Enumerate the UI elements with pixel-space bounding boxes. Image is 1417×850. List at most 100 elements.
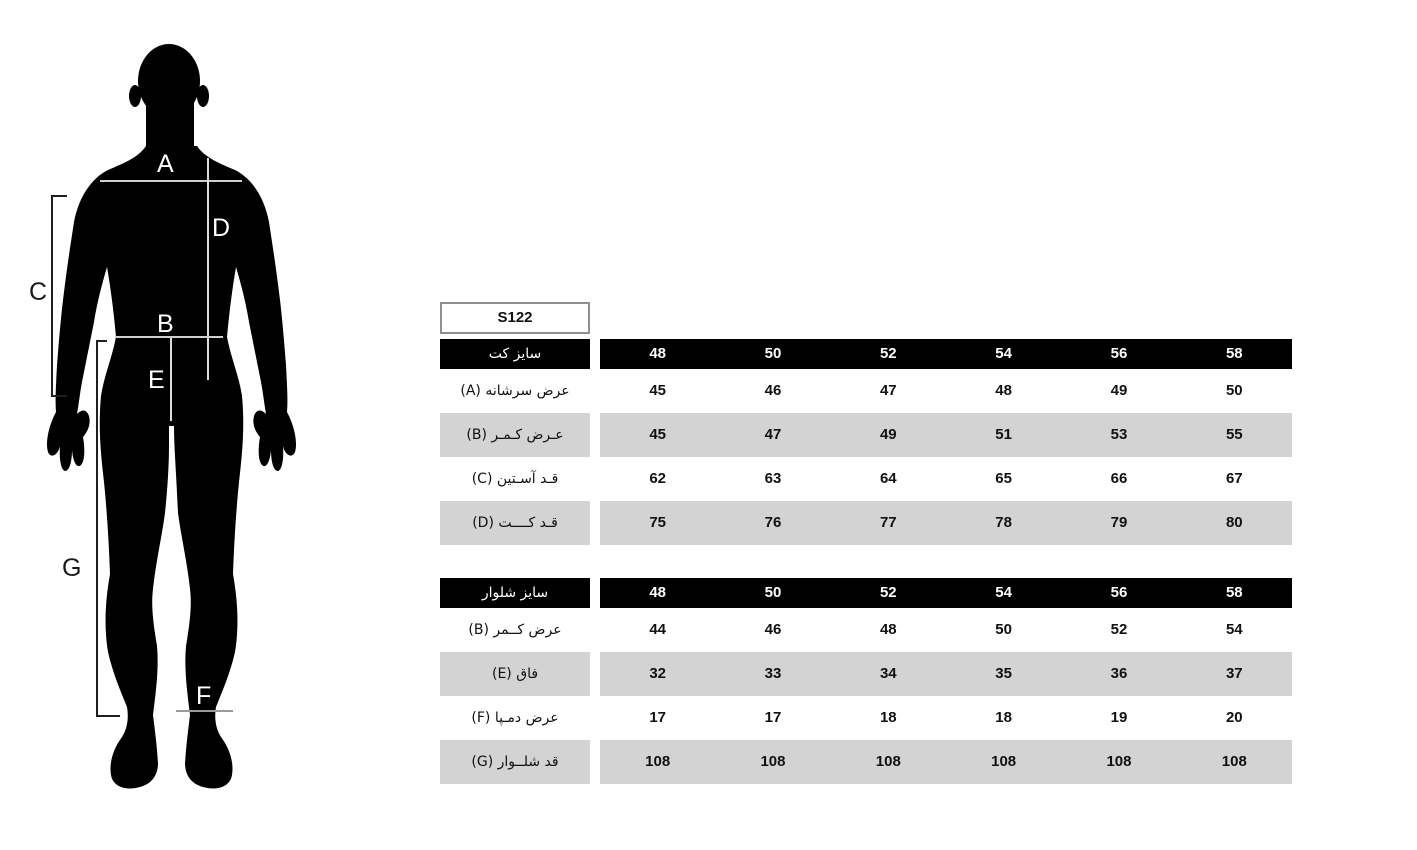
size-value: 47: [879, 382, 897, 399]
size-value: 52: [1110, 621, 1128, 638]
pants-row-pants-length: 108 108 108 108 108 108: [600, 740, 1292, 784]
size-value: 53: [1110, 426, 1128, 443]
size-value: 32: [649, 665, 666, 682]
size-value: 79: [1110, 514, 1128, 531]
jacket-table-title: سایز کت: [440, 339, 590, 369]
size-value: 65: [995, 470, 1012, 487]
size-value: 33: [764, 665, 782, 682]
size-value: 108: [875, 753, 901, 770]
size-value: 45: [649, 426, 666, 443]
jacket-row-shoulder-width: 45 46 47 48 49 50: [600, 369, 1292, 413]
jacket-row-label-shoulder-width: عرض سرشانه (A): [460, 383, 570, 399]
size-value: 44: [649, 621, 666, 638]
size-value: 37: [1225, 665, 1243, 682]
neck: [146, 96, 194, 152]
measure-label-b: B: [157, 310, 174, 338]
size-value: 20: [1225, 709, 1243, 726]
body-measurement-diagram: A D C B E G F: [29, 44, 297, 789]
pants-size-header: 48: [649, 584, 666, 601]
size-value: 51: [995, 426, 1012, 443]
jacket-size-header: 56: [1110, 345, 1128, 362]
size-value: 78: [995, 514, 1012, 531]
jacket-size-header: 58: [1225, 345, 1243, 362]
size-value: 48: [995, 382, 1012, 399]
size-value: 108: [760, 753, 786, 770]
measure-bracket-c: [51, 195, 67, 397]
size-value: 18: [879, 709, 897, 726]
size-value: 34: [879, 665, 897, 682]
size-value: 75: [649, 514, 666, 531]
size-value: 54: [1225, 621, 1243, 638]
pants-size-header: 50: [764, 584, 782, 601]
size-value: 76: [764, 514, 782, 531]
pants-size-header-row: 48 50 52 54 56 58: [600, 578, 1292, 608]
size-value: 55: [1225, 426, 1243, 443]
size-value: 80: [1225, 514, 1243, 531]
jacket-size-header: 52: [879, 345, 897, 362]
left-ear: [129, 85, 141, 107]
size-value: 35: [995, 665, 1012, 682]
pants-row-label-rise: فاق (E): [440, 652, 590, 696]
jacket-row-label-sleeve-length: قـد آسـتین (C): [471, 471, 559, 487]
pants-row-leg-opening: 17 17 18 18 19 20: [600, 696, 1292, 740]
size-value: 46: [764, 382, 782, 399]
measurement-lines: [51, 158, 242, 717]
size-value: 45: [649, 382, 666, 399]
measure-label-e: E: [148, 366, 165, 394]
size-value: 17: [764, 709, 782, 726]
size-value: 50: [995, 621, 1012, 638]
pants-size-header: 52: [879, 584, 897, 601]
jacket-size-header: 50: [764, 345, 782, 362]
size-value: 49: [879, 426, 897, 443]
pants-size-header: 56: [1110, 584, 1128, 601]
jacket-row-label-waist-width: عـرض کـمـر (B): [440, 413, 590, 457]
size-value: 108: [1106, 753, 1132, 770]
size-value: 49: [1110, 382, 1128, 399]
size-value: 36: [1110, 665, 1128, 682]
measure-bracket-g: [96, 340, 120, 717]
jacket-row-jacket-length: 75 76 77 78 79 80: [600, 501, 1292, 545]
size-value: 108: [1221, 753, 1247, 770]
product-code: S122: [497, 309, 533, 326]
size-value: 108: [991, 753, 1017, 770]
pants-size-header: 58: [1225, 584, 1243, 601]
male-body-silhouette: [46, 44, 297, 789]
size-value: 62: [649, 470, 666, 487]
size-value: 17: [649, 709, 666, 726]
jacket-row-sleeve-length: 62 63 64 65 66 67: [600, 457, 1292, 501]
measure-label-f: F: [196, 682, 211, 710]
pants-table-title: سایز شلوار: [440, 578, 590, 608]
jacket-size-header-row: 48 50 52 54 56 58: [600, 339, 1292, 369]
measurement-letters: A D C B E G F: [29, 150, 230, 710]
pants-size-header: 54: [995, 584, 1012, 601]
size-value: 66: [1110, 470, 1128, 487]
pants-row-label-leg-opening: عرض دمـپا (F): [471, 710, 559, 726]
measure-label-g: G: [62, 554, 81, 582]
right-ear: [197, 85, 209, 107]
pants-row-waist-width: 44 46 48 50 52 54: [600, 608, 1292, 652]
jacket-size-header: 54: [995, 345, 1012, 362]
size-value: 63: [764, 470, 782, 487]
size-value: 46: [764, 621, 782, 638]
jacket-row-label-jacket-length: قـد کــــت (D): [440, 501, 590, 545]
torso-arms-legs: [46, 146, 297, 789]
size-value: 108: [645, 753, 671, 770]
pants-row-label-waist-width: عرض کــمر (B): [468, 622, 562, 638]
size-value: 67: [1225, 470, 1243, 487]
product-code-box: S122: [440, 302, 590, 334]
size-value: 18: [995, 709, 1012, 726]
measure-label-d: D: [212, 214, 230, 242]
measure-label-a: A: [157, 150, 174, 178]
jacket-size-header: 48: [649, 345, 666, 362]
size-value: 19: [1110, 709, 1128, 726]
measure-label-c: C: [29, 278, 47, 306]
jacket-row-waist-width: 45 47 49 51 53 55: [600, 413, 1292, 457]
size-value: 47: [764, 426, 782, 443]
size-value: 48: [879, 621, 897, 638]
size-value: 50: [1225, 382, 1243, 399]
pants-row-label-pants-length: قد شلــوار (G): [440, 740, 590, 784]
size-value: 77: [879, 514, 897, 531]
pants-row-rise: 32 33 34 35 36 37: [600, 652, 1292, 696]
size-value: 64: [879, 470, 897, 487]
